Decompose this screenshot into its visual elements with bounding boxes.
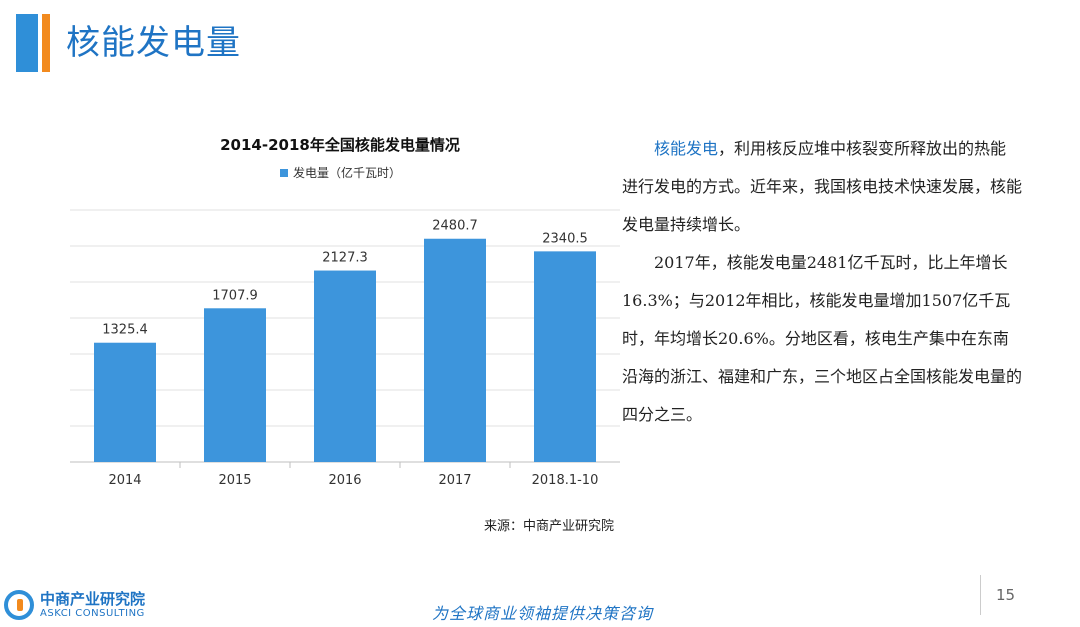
- bar-2014: [94, 342, 156, 462]
- tick-label-2015: 2015: [218, 473, 251, 488]
- footer-divider: [980, 575, 981, 615]
- stats-text: 2017年，核能发电量2481亿千瓦时，比上年增长16.3%；与2012年相比，…: [622, 253, 1023, 424]
- company-logo: 中商产业研究院 ASKCI CONSULTING: [4, 590, 145, 620]
- chart-legend: 发电量（亿千瓦时）: [280, 164, 401, 181]
- title-accent-blue-bar: [16, 14, 38, 72]
- chart-title: 2014-2018年全国核能发电量情况: [220, 136, 460, 154]
- tick-label-2014: 2014: [108, 473, 141, 488]
- highlight-term: 核能发电: [654, 139, 719, 158]
- title-accent-orange-bar: [42, 14, 50, 72]
- tick-label-2016: 2016: [328, 473, 361, 488]
- logo-icon: [4, 590, 34, 620]
- bar-2017: [424, 238, 486, 462]
- bar-2016: [314, 270, 376, 462]
- bar-2015: [204, 308, 266, 462]
- legend-swatch: [280, 168, 288, 177]
- tick-label-2017: 2017: [438, 473, 471, 488]
- intro-paragraph: 核能发电，利用核反应堆中核裂变所释放出的热能进行发电的方式。近年来，我国核电技术…: [622, 130, 1022, 244]
- stats-paragraph: 2017年，核能发电量2481亿千瓦时，比上年增长16.3%；与2012年相比，…: [622, 244, 1022, 434]
- data-label-2018.1-10: 2340.5: [542, 231, 588, 246]
- data-label-2017: 2480.7: [432, 219, 478, 234]
- legend-label: 发电量（亿千瓦时）: [293, 166, 402, 180]
- tick-label-2018.1-10: 2018.1-10: [532, 473, 599, 488]
- data-label-2014: 1325.4: [102, 323, 148, 338]
- bar-2018.1-10: [534, 251, 596, 462]
- footer-slogan: 为全球商业领袖提供决策咨询: [432, 604, 654, 623]
- chart-source: 来源：中商产业研究院: [484, 519, 615, 534]
- page-title: 核能发电量: [66, 23, 241, 63]
- page-number: 15: [996, 586, 1016, 604]
- bar-chart: 1325.4 2014 1707.9 2015 2127.3 2016 2480.7 2017…: [70, 209, 620, 488]
- intro-text: ，利用核反应堆中核裂变所释放出的热能进行发电的方式。近年来，我国核电技术快速发展…: [622, 139, 1023, 234]
- logo-name-en: ASKCI CONSULTING: [40, 608, 145, 619]
- logo-name-cn: 中商产业研究院: [40, 590, 146, 608]
- data-label-2016: 2127.3: [322, 251, 368, 266]
- data-label-2015: 1707.9: [212, 288, 258, 303]
